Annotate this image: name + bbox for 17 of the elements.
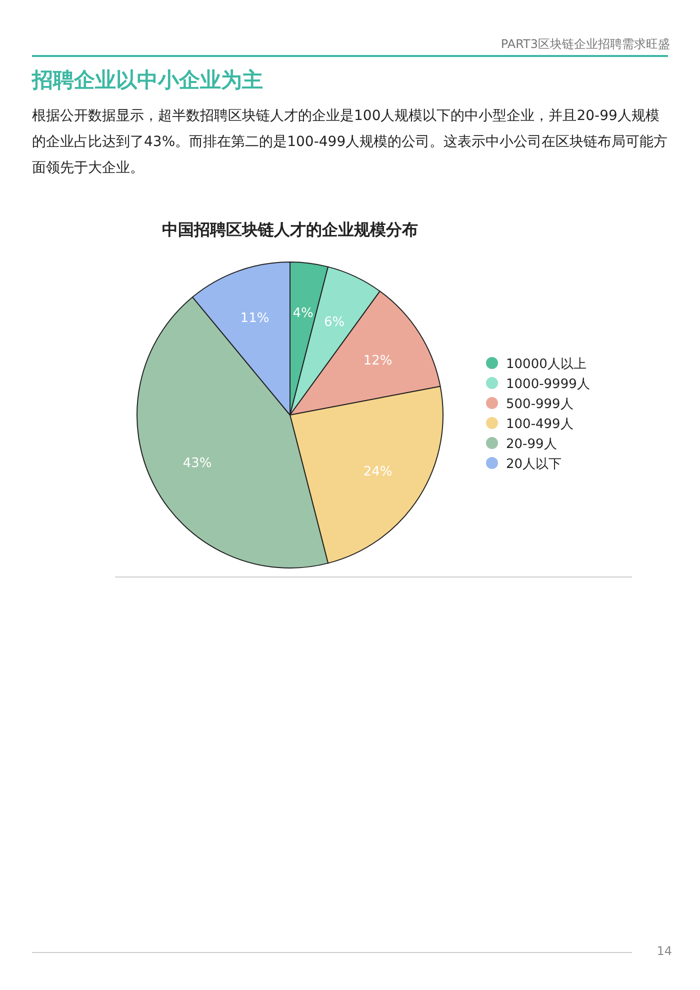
legend-label: 10000人以上 bbox=[506, 357, 586, 372]
annotation: 招聘企业以中小企业为主 bbox=[32, 67, 263, 94]
annotation: 14 bbox=[656, 944, 672, 958]
legend-label: 100-499人 bbox=[506, 417, 574, 432]
data-label: 6% bbox=[324, 314, 345, 330]
legend-label: 20人以下 bbox=[506, 457, 562, 472]
data-label: 43% bbox=[182, 456, 212, 472]
data-label: 11% bbox=[240, 311, 270, 326]
legend-label: 1000-9999人 bbox=[506, 377, 590, 392]
chart-title: 中国招聘区块链人才的企业规模分布 bbox=[162, 220, 418, 239]
annotation: PART3区块链企业招聘需求旺盛 bbox=[500, 36, 670, 53]
annotation: 根据公开数据显示，超半数招聘区块链人才的企业是100人规模以下的中小型企业，并且20-99人规模的企业占比达到了43%。而排在第二的是100-499人规模的公司。这表示中小公司在区块链布局可能方面领先于大企业。 bbox=[32, 107, 668, 178]
data-label: 24% bbox=[363, 464, 392, 480]
legend-label: 500-999人 bbox=[506, 397, 574, 412]
data-label: 12% bbox=[363, 353, 392, 368]
legend-label: 20-99人 bbox=[506, 437, 557, 452]
data-label: 4% bbox=[292, 306, 314, 321]
